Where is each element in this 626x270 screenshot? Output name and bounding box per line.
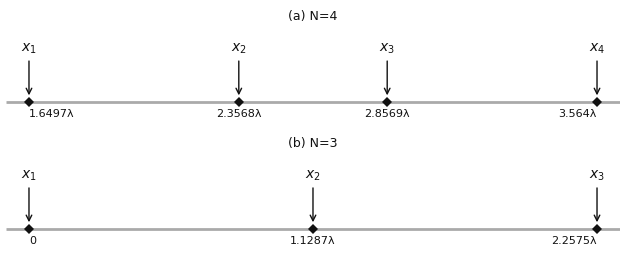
Text: (b) N=3: (b) N=3 [288, 137, 338, 150]
Text: 3.564λ: 3.564λ [558, 109, 597, 119]
Text: 0: 0 [29, 236, 36, 246]
Text: $x_3$: $x_3$ [379, 41, 395, 56]
Text: $x_1$: $x_1$ [21, 168, 37, 183]
Text: $x_2$: $x_2$ [231, 41, 247, 56]
Text: 2.8569λ: 2.8569λ [364, 109, 410, 119]
Text: 1.1287λ: 1.1287λ [290, 236, 336, 246]
Text: 2.2575λ: 2.2575λ [552, 236, 597, 246]
Text: 2.3568λ: 2.3568λ [216, 109, 262, 119]
Text: $x_1$: $x_1$ [21, 41, 37, 56]
Text: 1.6497λ: 1.6497λ [29, 109, 74, 119]
Text: $x_2$: $x_2$ [305, 168, 321, 183]
Text: $x_4$: $x_4$ [589, 41, 605, 56]
Text: $x_3$: $x_3$ [589, 168, 605, 183]
Text: (a) N=4: (a) N=4 [289, 10, 337, 23]
